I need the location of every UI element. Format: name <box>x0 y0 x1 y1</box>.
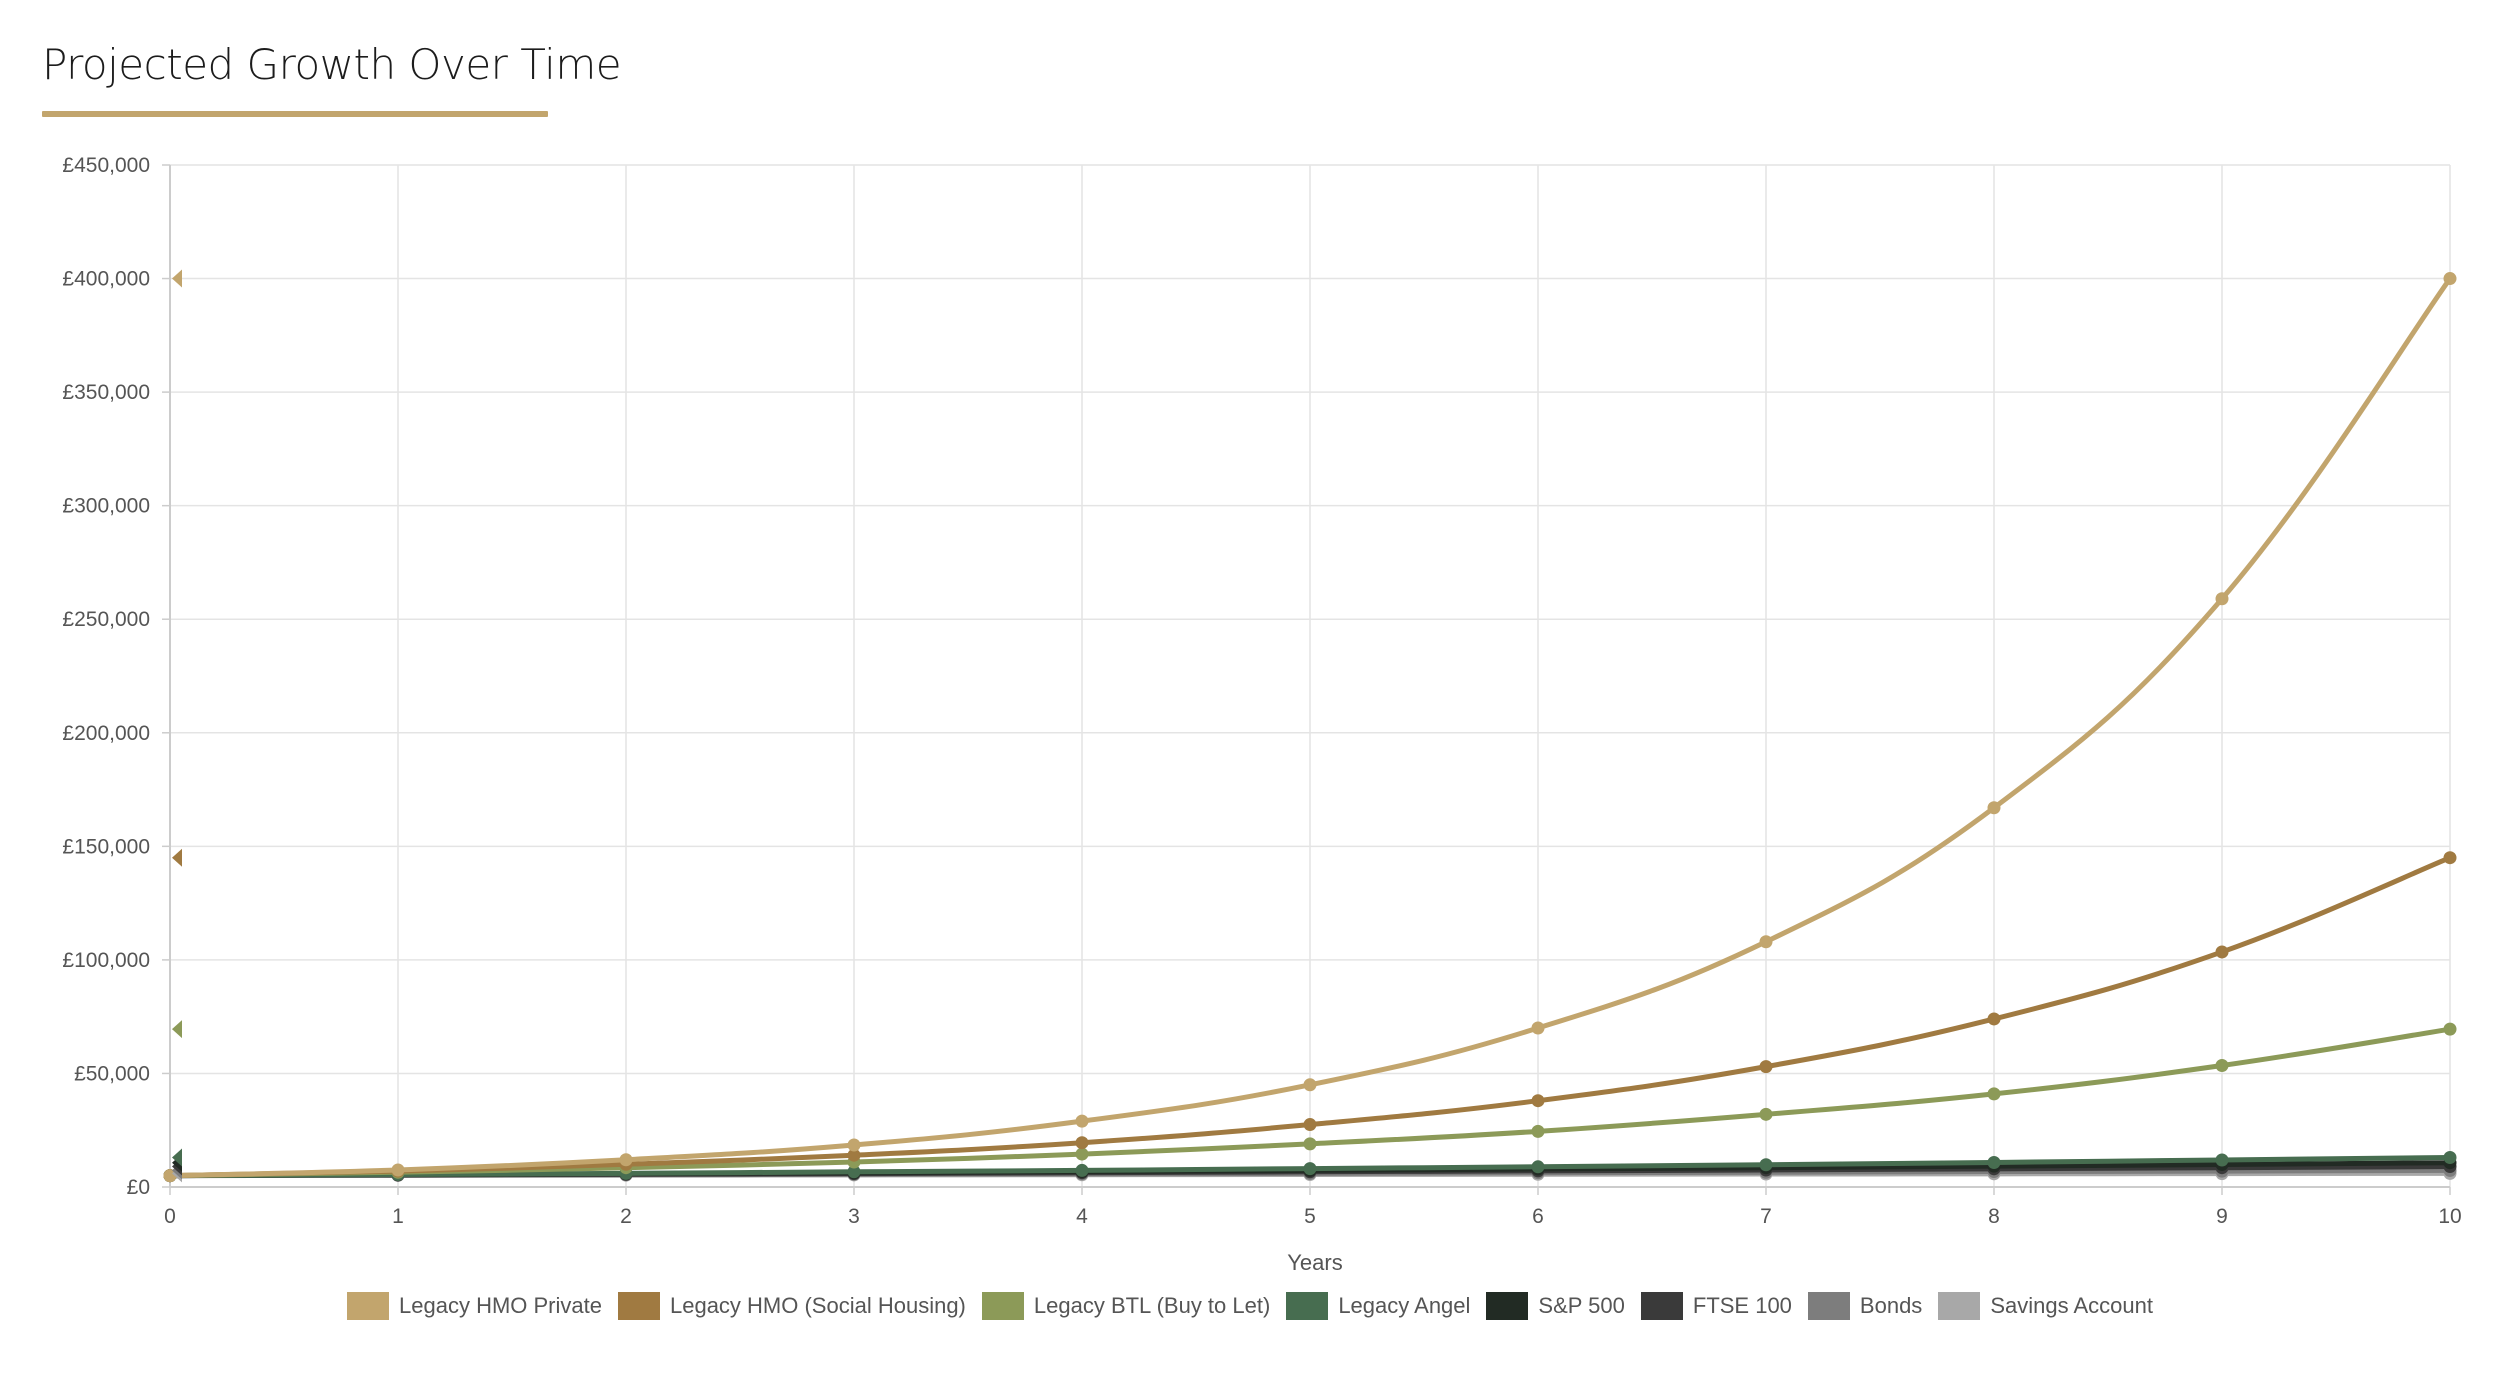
data-point <box>2215 1153 2229 1167</box>
x-tick-label: 4 <box>1076 1205 1088 1228</box>
y-tick-label: £400,000 <box>62 268 150 291</box>
title-underline <box>42 111 548 117</box>
data-point <box>1759 1107 1773 1121</box>
data-point <box>1759 1158 1773 1172</box>
legend-swatch <box>1286 1292 1329 1320</box>
legend-item-legacy-hmo-social-housing[interactable]: Legacy HMO (Social Housing) <box>617 1292 966 1320</box>
legend-swatch <box>1807 1292 1850 1320</box>
data-point <box>1531 1021 1545 1035</box>
legend-item-bonds[interactable]: Bonds <box>1807 1292 1923 1320</box>
data-point <box>2443 851 2457 865</box>
legend-swatch <box>1938 1292 1981 1320</box>
x-tick-label: 3 <box>848 1205 860 1228</box>
y-tick-label: £50,000 <box>74 1062 150 1085</box>
data-point <box>1075 1136 1089 1150</box>
legend-swatch <box>1486 1292 1529 1320</box>
legend-swatch <box>617 1292 660 1320</box>
legend-item-legacy-hmo-private[interactable]: Legacy HMO Private <box>347 1292 602 1320</box>
data-point <box>1303 1137 1317 1151</box>
data-point <box>1531 1094 1545 1108</box>
x-axis-title: Years <box>1287 1250 1342 1275</box>
y-tick-label: £200,000 <box>62 722 150 745</box>
x-tick-label: 2 <box>620 1205 632 1228</box>
growth-line-chart: £0 £50,000 £100,000 £150,000 £200,000 £250,00… <box>62 154 2462 1275</box>
data-point <box>847 1148 861 1162</box>
data-point <box>1303 1078 1317 1092</box>
page-title: Projected Growth Over Time <box>42 40 622 89</box>
legend-label: Savings Account <box>1990 1293 2153 1318</box>
data-point <box>1075 1114 1089 1128</box>
legend-item-s-p-500[interactable]: S&P 500 <box>1486 1292 1625 1320</box>
y-tick-labels: £0 £50,000 £100,000 £150,000 £200,000 £250,00… <box>62 154 150 1199</box>
data-point <box>2443 1150 2457 1164</box>
data-point <box>619 1153 633 1167</box>
chart-grid <box>169 164 2451 1188</box>
data-point <box>1759 1060 1773 1074</box>
legend-label: S&P 500 <box>1538 1293 1625 1318</box>
legend-label: FTSE 100 <box>1692 1293 1792 1318</box>
series-legacy-hmo-private <box>163 272 2457 1183</box>
data-point <box>847 1165 861 1179</box>
legend-item-savings-account[interactable]: Savings Account <box>1938 1292 2153 1320</box>
legend-label: Legacy BTL (Buy to Let) <box>1033 1293 1271 1318</box>
data-point <box>1531 1160 1545 1174</box>
x-tick-label: 10 <box>2438 1205 2461 1228</box>
x-tick-label: 5 <box>1304 1205 1316 1228</box>
y-tick-label: £450,000 <box>62 154 150 177</box>
data-point <box>1987 1155 2001 1169</box>
chart-legend: Legacy HMO Private Legacy HMO (Social Hou… <box>0 1292 2500 1320</box>
y-tick-label: £350,000 <box>62 381 150 404</box>
end-value-marker <box>172 1148 182 1167</box>
data-point <box>1987 801 2001 815</box>
data-point <box>2215 945 2229 959</box>
data-point <box>1987 1012 2001 1026</box>
data-point <box>1303 1162 1317 1176</box>
y-tick-label: £300,000 <box>62 495 150 518</box>
legend-label: Legacy Angel <box>1338 1293 1471 1318</box>
data-point <box>1075 1147 1089 1161</box>
y-tick-label: £0 <box>127 1176 150 1199</box>
data-point <box>2215 1058 2229 1072</box>
legend-item-legacy-btl-buy-to-let[interactable]: Legacy BTL (Buy to Let) <box>981 1292 1271 1320</box>
chart-axes <box>162 164 2451 1195</box>
x-tick-label: 0 <box>164 1205 176 1228</box>
end-value-marker <box>172 848 182 867</box>
y-tick-label: £150,000 <box>62 835 150 858</box>
x-tick-label: 7 <box>1760 1205 1772 1228</box>
series-legacy-angel <box>163 1150 2457 1183</box>
end-value-marker <box>172 1020 182 1039</box>
y-tick-label: £250,000 <box>62 608 150 631</box>
x-tick-label: 8 <box>1988 1205 2000 1228</box>
series-lines <box>163 272 2457 1183</box>
data-point <box>2215 592 2229 606</box>
end-value-marker <box>172 269 182 288</box>
data-point <box>391 1163 405 1177</box>
data-point <box>847 1138 861 1152</box>
legend-swatch <box>1640 1292 1683 1320</box>
legend-label: Legacy HMO (Social Housing) <box>669 1293 966 1318</box>
series-legacy-hmo-social-housing <box>163 851 2457 1183</box>
data-point <box>1987 1087 2001 1101</box>
data-point <box>1759 935 1773 949</box>
y-tick-label: £100,000 <box>62 949 150 972</box>
data-point <box>1531 1124 1545 1138</box>
data-point <box>1303 1118 1317 1132</box>
axis-end-markers <box>172 269 182 1183</box>
x-tick-label: 6 <box>1532 1205 1544 1228</box>
data-point <box>2443 1022 2457 1036</box>
legend-swatch <box>347 1292 390 1320</box>
data-point <box>1075 1163 1089 1177</box>
legend-label: Bonds <box>1859 1293 1923 1318</box>
legend-swatch <box>981 1292 1024 1320</box>
legend-label: Legacy HMO Private <box>399 1293 602 1318</box>
data-point <box>2443 272 2457 286</box>
x-tick-labels: 0 1 2 3 4 5 6 7 8 9 10 <box>164 1205 2462 1228</box>
series-line <box>167 276 2453 1179</box>
header: Projected Growth Over Time <box>42 40 622 89</box>
legend-item-ftse-100[interactable]: FTSE 100 <box>1640 1292 1792 1320</box>
legend-item-legacy-angel[interactable]: Legacy Angel <box>1286 1292 1470 1320</box>
x-tick-label: 9 <box>2216 1205 2228 1228</box>
x-tick-label: 1 <box>392 1205 404 1228</box>
